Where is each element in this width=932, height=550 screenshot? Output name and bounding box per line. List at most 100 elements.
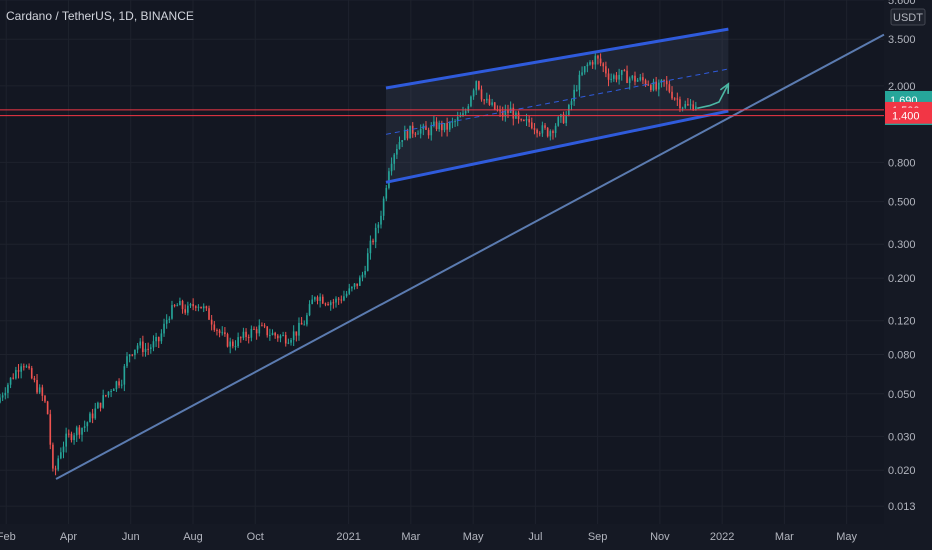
x-tick-label-4: Oct: [247, 531, 264, 543]
candle-body-3: [7, 384, 9, 393]
candle-body-259: [684, 104, 687, 108]
candle-body-75: [197, 306, 200, 308]
channel-fill: [385, 29, 729, 183]
candle-body-89: [234, 346, 237, 348]
candle-body-70: [184, 309, 187, 313]
y-tick-label-2: 2.000: [888, 81, 916, 93]
candle-body-229: [605, 66, 607, 74]
candle-body-230: [607, 73, 610, 80]
candle-body-236: [623, 70, 626, 72]
candle-body-135: [356, 283, 358, 286]
candle-body-69: [181, 301, 184, 310]
candle-body-250: [660, 79, 663, 83]
candle-body-213: [562, 114, 565, 124]
channel-upper-line: [385, 27, 729, 90]
y-tick-label-4: 0.500: [888, 197, 916, 209]
candle-body-149: [393, 154, 396, 164]
candle-body-165: [435, 121, 438, 130]
candle-body-136: [359, 277, 361, 286]
candle-body-137: [361, 274, 364, 278]
candle-body-217: [573, 89, 575, 102]
candle-body-201: [530, 122, 533, 129]
candle-body-15: [38, 387, 41, 393]
candle-body-35: [91, 413, 94, 419]
candle-body-134: [353, 283, 356, 287]
candle-body-163: [430, 125, 433, 136]
candle-body-206: [544, 125, 546, 128]
candle-body-96: [253, 328, 255, 330]
candle-body-252: [665, 80, 668, 85]
candle-body-143: [377, 224, 380, 228]
candle-body-9: [22, 366, 25, 368]
candle-body-154: [406, 129, 409, 139]
candle-body-116: [306, 315, 308, 325]
candle-body-220: [581, 72, 583, 75]
candle-body-107: [282, 335, 284, 337]
candle-body-124: [327, 303, 329, 306]
candle-body-44: [115, 381, 118, 390]
candle-body-86: [226, 334, 229, 347]
candle-body-173: [456, 117, 459, 122]
candle-body-48: [126, 356, 128, 367]
candle-body-205: [541, 125, 544, 134]
candle-body-77: [202, 306, 205, 309]
candle-body-180: [475, 81, 478, 91]
candle-body-60: [157, 336, 160, 342]
candle-body-2: [4, 392, 7, 396]
candle-body-198: [523, 120, 525, 122]
candle-body-181: [478, 81, 480, 90]
candle-body-243: [642, 77, 644, 81]
candle-body-120: [316, 297, 319, 301]
candle-body-5: [12, 377, 15, 379]
y-tick-label-8: 0.080: [888, 350, 916, 362]
candle-body-214: [565, 115, 568, 124]
candle-body-132: [348, 288, 351, 294]
candle-body-71: [187, 305, 189, 313]
candle-body-45: [118, 381, 120, 386]
x-axis: Feb Apr Jun Aug Oct 2021 Mar May Jul Sep Nov 2022 Ma…: [0, 531, 858, 543]
candle-body-138: [364, 270, 366, 275]
candle-body-158: [417, 133, 419, 135]
candle-body-23: [60, 452, 62, 459]
candle-body-162: [427, 129, 430, 136]
candle-body-194: [512, 107, 515, 119]
candle-body-209: [552, 131, 554, 134]
candle-body-153: [403, 129, 406, 141]
candle-body-122: [321, 296, 324, 304]
candle-body-152: [401, 140, 403, 142]
projection-path: [697, 82, 730, 110]
candle-body-245: [647, 84, 650, 86]
candle-body-125: [329, 302, 332, 306]
x-tick-label-1: Apr: [60, 531, 77, 543]
x-tick-label-9: Sep: [588, 531, 608, 543]
candle-body-109: [287, 342, 290, 344]
candle-body-97: [255, 329, 258, 334]
candle-body-185: [488, 98, 491, 105]
candle-body-197: [520, 119, 523, 121]
candle-body-13: [33, 378, 36, 380]
candle-body-141: [372, 240, 374, 243]
candle-body-182: [480, 89, 483, 100]
candle-body-47: [123, 366, 126, 385]
channel-lower-line: [385, 109, 729, 184]
x-tick-label-0: Feb: [0, 531, 16, 543]
candle-body-178: [470, 96, 472, 107]
candle-body-223: [589, 62, 591, 65]
candle-body-80: [210, 319, 213, 325]
y-tick-label-1: 3.500: [888, 34, 916, 46]
candle-body-186: [491, 102, 493, 105]
candle-body-147: [388, 171, 390, 188]
candle-body-34: [89, 413, 91, 423]
candle-body-42: [110, 390, 112, 392]
candle-body-216: [570, 101, 573, 105]
candle-body-246: [650, 85, 652, 91]
candle-body-73: [192, 304, 194, 307]
candle-body-84: [221, 332, 224, 334]
candle-body-6: [15, 370, 17, 379]
candle-body-95: [250, 328, 253, 338]
x-tick-label-2: Jun: [122, 531, 140, 543]
candle-body-129: [340, 299, 343, 301]
y-tick-label-3: 0.800: [888, 157, 916, 169]
candle-body-29: [75, 427, 78, 436]
